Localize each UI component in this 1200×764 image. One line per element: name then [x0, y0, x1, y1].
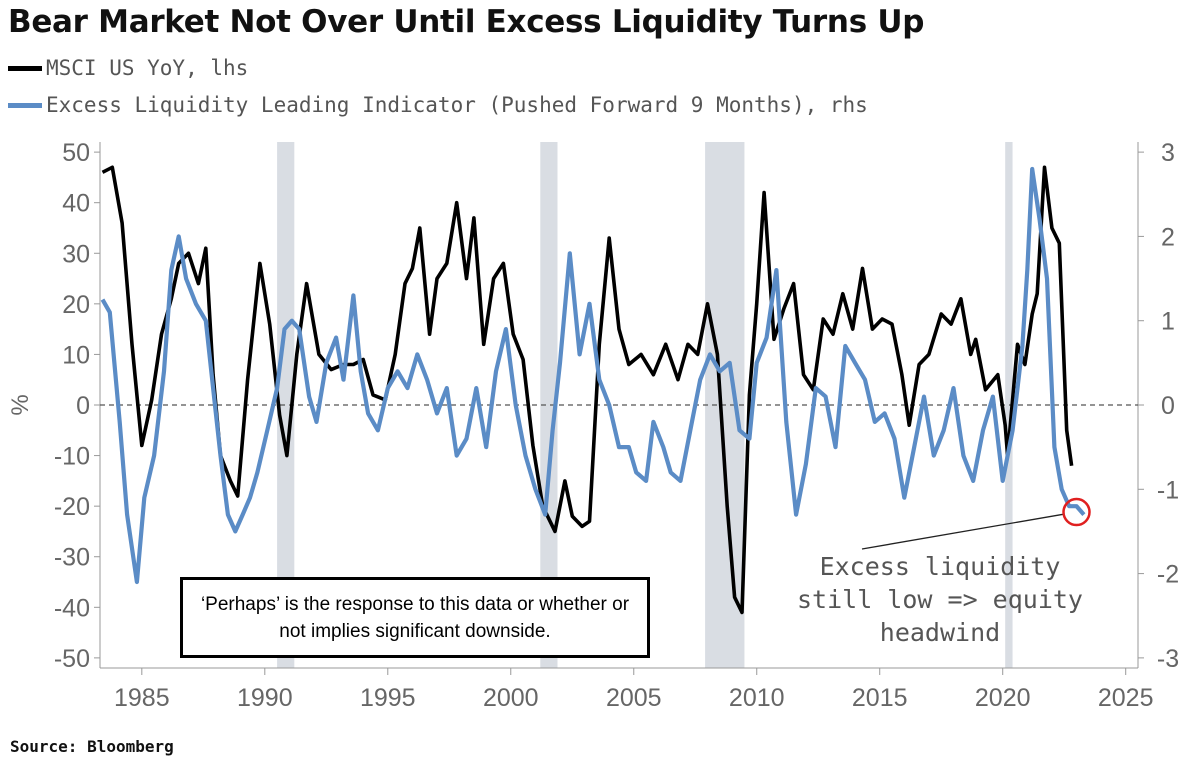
left-tick-label: -40: [54, 594, 90, 622]
annotation-circle: [1062, 497, 1091, 527]
left-tick-label: 30: [62, 240, 90, 268]
x-tick-label: 2010: [729, 684, 785, 712]
right-tick-label: 1: [1161, 308, 1175, 336]
right-tick-label: 2: [1161, 223, 1175, 251]
right-tick-label: 0: [1161, 392, 1175, 420]
x-tick-label: 2015: [852, 684, 908, 712]
left-tick-label: 40: [62, 190, 90, 218]
x-tick-label: 1990: [237, 684, 293, 712]
source-label: Source: Bloomberg: [10, 737, 174, 756]
x-tick-label: 2000: [483, 684, 539, 712]
note-box: ‘Perhaps’ is the response to this data o…: [180, 577, 650, 658]
legend-swatch-black: [8, 65, 42, 71]
right-tick-label: -2: [1157, 561, 1179, 589]
right-tick-label: -1: [1157, 476, 1179, 504]
series-line-liquidity: [100, 166, 1086, 585]
series-line-msci: [101, 165, 1074, 615]
left-tick-label: -30: [54, 544, 90, 572]
right-tick-label: 3: [1161, 139, 1175, 167]
legend-label-liquidity: Excess Liquidity Leading Indicator (Push…: [46, 93, 868, 117]
annotation-text: Excess liquidity still low => equity hea…: [797, 552, 1083, 647]
right-tick-label: -3: [1157, 645, 1179, 673]
x-tick-label: 2005: [606, 684, 662, 712]
left-tick-label: 50: [62, 139, 90, 167]
left-tick-label: -50: [54, 645, 90, 673]
legend-swatch-blue: [8, 102, 42, 108]
shaded-period-1: [540, 142, 558, 668]
x-tick-label: 1985: [114, 684, 170, 712]
left-tick-label: 10: [62, 341, 90, 369]
chart-title: Bear Market Not Over Until Excess Liquid…: [8, 4, 925, 40]
left-tick-label: -10: [54, 443, 90, 471]
x-tick-label: 1995: [360, 684, 416, 712]
annotation-pointer: [861, 513, 1065, 550]
left-tick-label: -20: [54, 493, 90, 521]
legend-item-msci: MSCI US YoY, lhs: [8, 56, 248, 80]
legend-label-msci: MSCI US YoY, lhs: [46, 56, 249, 80]
x-tick-label: 2025: [1098, 684, 1154, 712]
y-axis-label: %: [7, 394, 34, 415]
legend-item-liquidity: Excess Liquidity Leading Indicator (Push…: [8, 93, 868, 117]
shaded-period-3: [1005, 142, 1013, 668]
shaded-period-0: [277, 142, 295, 668]
x-tick-label: 2020: [975, 684, 1031, 712]
left-tick-label: 20: [62, 291, 90, 319]
left-tick-label: 0: [76, 392, 90, 420]
